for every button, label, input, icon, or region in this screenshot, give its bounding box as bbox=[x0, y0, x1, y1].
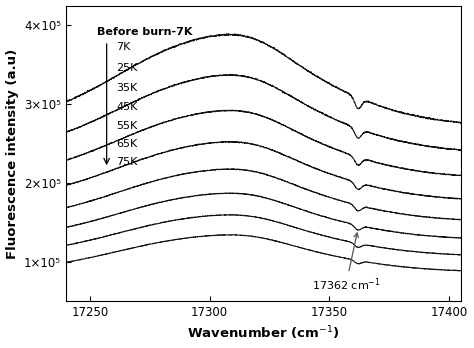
Text: 7K: 7K bbox=[116, 42, 131, 52]
Text: 55K: 55K bbox=[116, 121, 137, 131]
Y-axis label: Fluorescence intensity (a.u): Fluorescence intensity (a.u) bbox=[6, 48, 18, 259]
Text: 25K: 25K bbox=[116, 63, 137, 73]
X-axis label: Wavenumber (cm$^{-1}$): Wavenumber (cm$^{-1}$) bbox=[187, 325, 340, 342]
Text: 65K: 65K bbox=[116, 140, 137, 149]
Text: Before burn-7K: Before burn-7K bbox=[97, 27, 192, 37]
Text: 17362 cm$^{-1}$: 17362 cm$^{-1}$ bbox=[312, 233, 381, 293]
Text: 75K: 75K bbox=[116, 157, 137, 167]
Text: 35K: 35K bbox=[116, 84, 137, 93]
Text: 45K: 45K bbox=[116, 102, 137, 112]
